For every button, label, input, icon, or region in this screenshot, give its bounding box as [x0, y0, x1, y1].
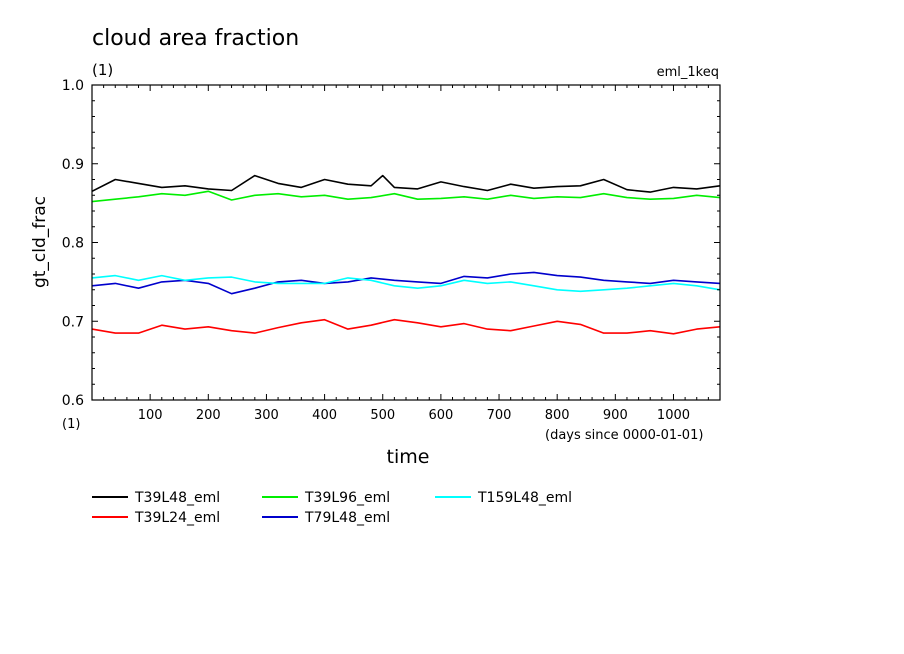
chart-title-unit: (1): [92, 61, 113, 79]
series-line-2: [91, 318, 721, 335]
x-tick-label: 900: [603, 408, 628, 423]
y-tick-label: 0.8: [62, 236, 84, 252]
x-axis-label: time: [387, 446, 430, 468]
x-tick-label: 400: [312, 408, 337, 423]
chart-title: cloud area fraction: [92, 26, 299, 51]
legend-label: T159L48_eml: [477, 490, 572, 506]
y-axis-ticks: 0.6 0.7 0.8 0.9 1.0: [62, 78, 720, 409]
legend-label: T79L48_eml: [304, 510, 390, 526]
x-tick-label: 200: [196, 408, 221, 423]
x-tick-label: 600: [428, 408, 453, 423]
x-tick-label: 300: [254, 408, 279, 423]
y-tick-label: 0.7: [62, 314, 84, 330]
legend: T39L48_eml T39L24_eml T39L96_eml T79L48_eml…: [92, 490, 572, 526]
y-tick-label: 0.6: [62, 393, 84, 409]
series-line-3: [91, 190, 721, 203]
plot-frame: [91, 84, 721, 401]
series-line-1: [91, 174, 721, 193]
legend-label: T39L24_eml: [134, 510, 220, 526]
x-axis-ticks: 100 200 300 400 500 600 700 800 900 1000: [103, 85, 709, 423]
x-tick-label: 500: [370, 408, 395, 423]
y-tick-label: 0.9: [62, 157, 84, 173]
y-axis-unit: (1): [62, 417, 80, 432]
x-tick-label: 1000: [657, 408, 690, 423]
series-layer: [91, 174, 721, 335]
x-axis-unit: (days since 0000-01-01): [545, 428, 703, 443]
y-axis-label: gt_cld_frac: [30, 196, 50, 288]
x-tick-label: 700: [487, 408, 512, 423]
series-line-5: [91, 274, 721, 293]
y-tick-label: 1.0: [62, 78, 84, 94]
x-tick-label: 100: [138, 408, 163, 423]
x-tick-label: 800: [545, 408, 570, 423]
series-line-4: [91, 271, 721, 295]
experiment-label: eml_1keq: [657, 65, 719, 80]
legend-label: T39L96_eml: [304, 490, 390, 506]
legend-label: T39L48_eml: [134, 490, 220, 506]
